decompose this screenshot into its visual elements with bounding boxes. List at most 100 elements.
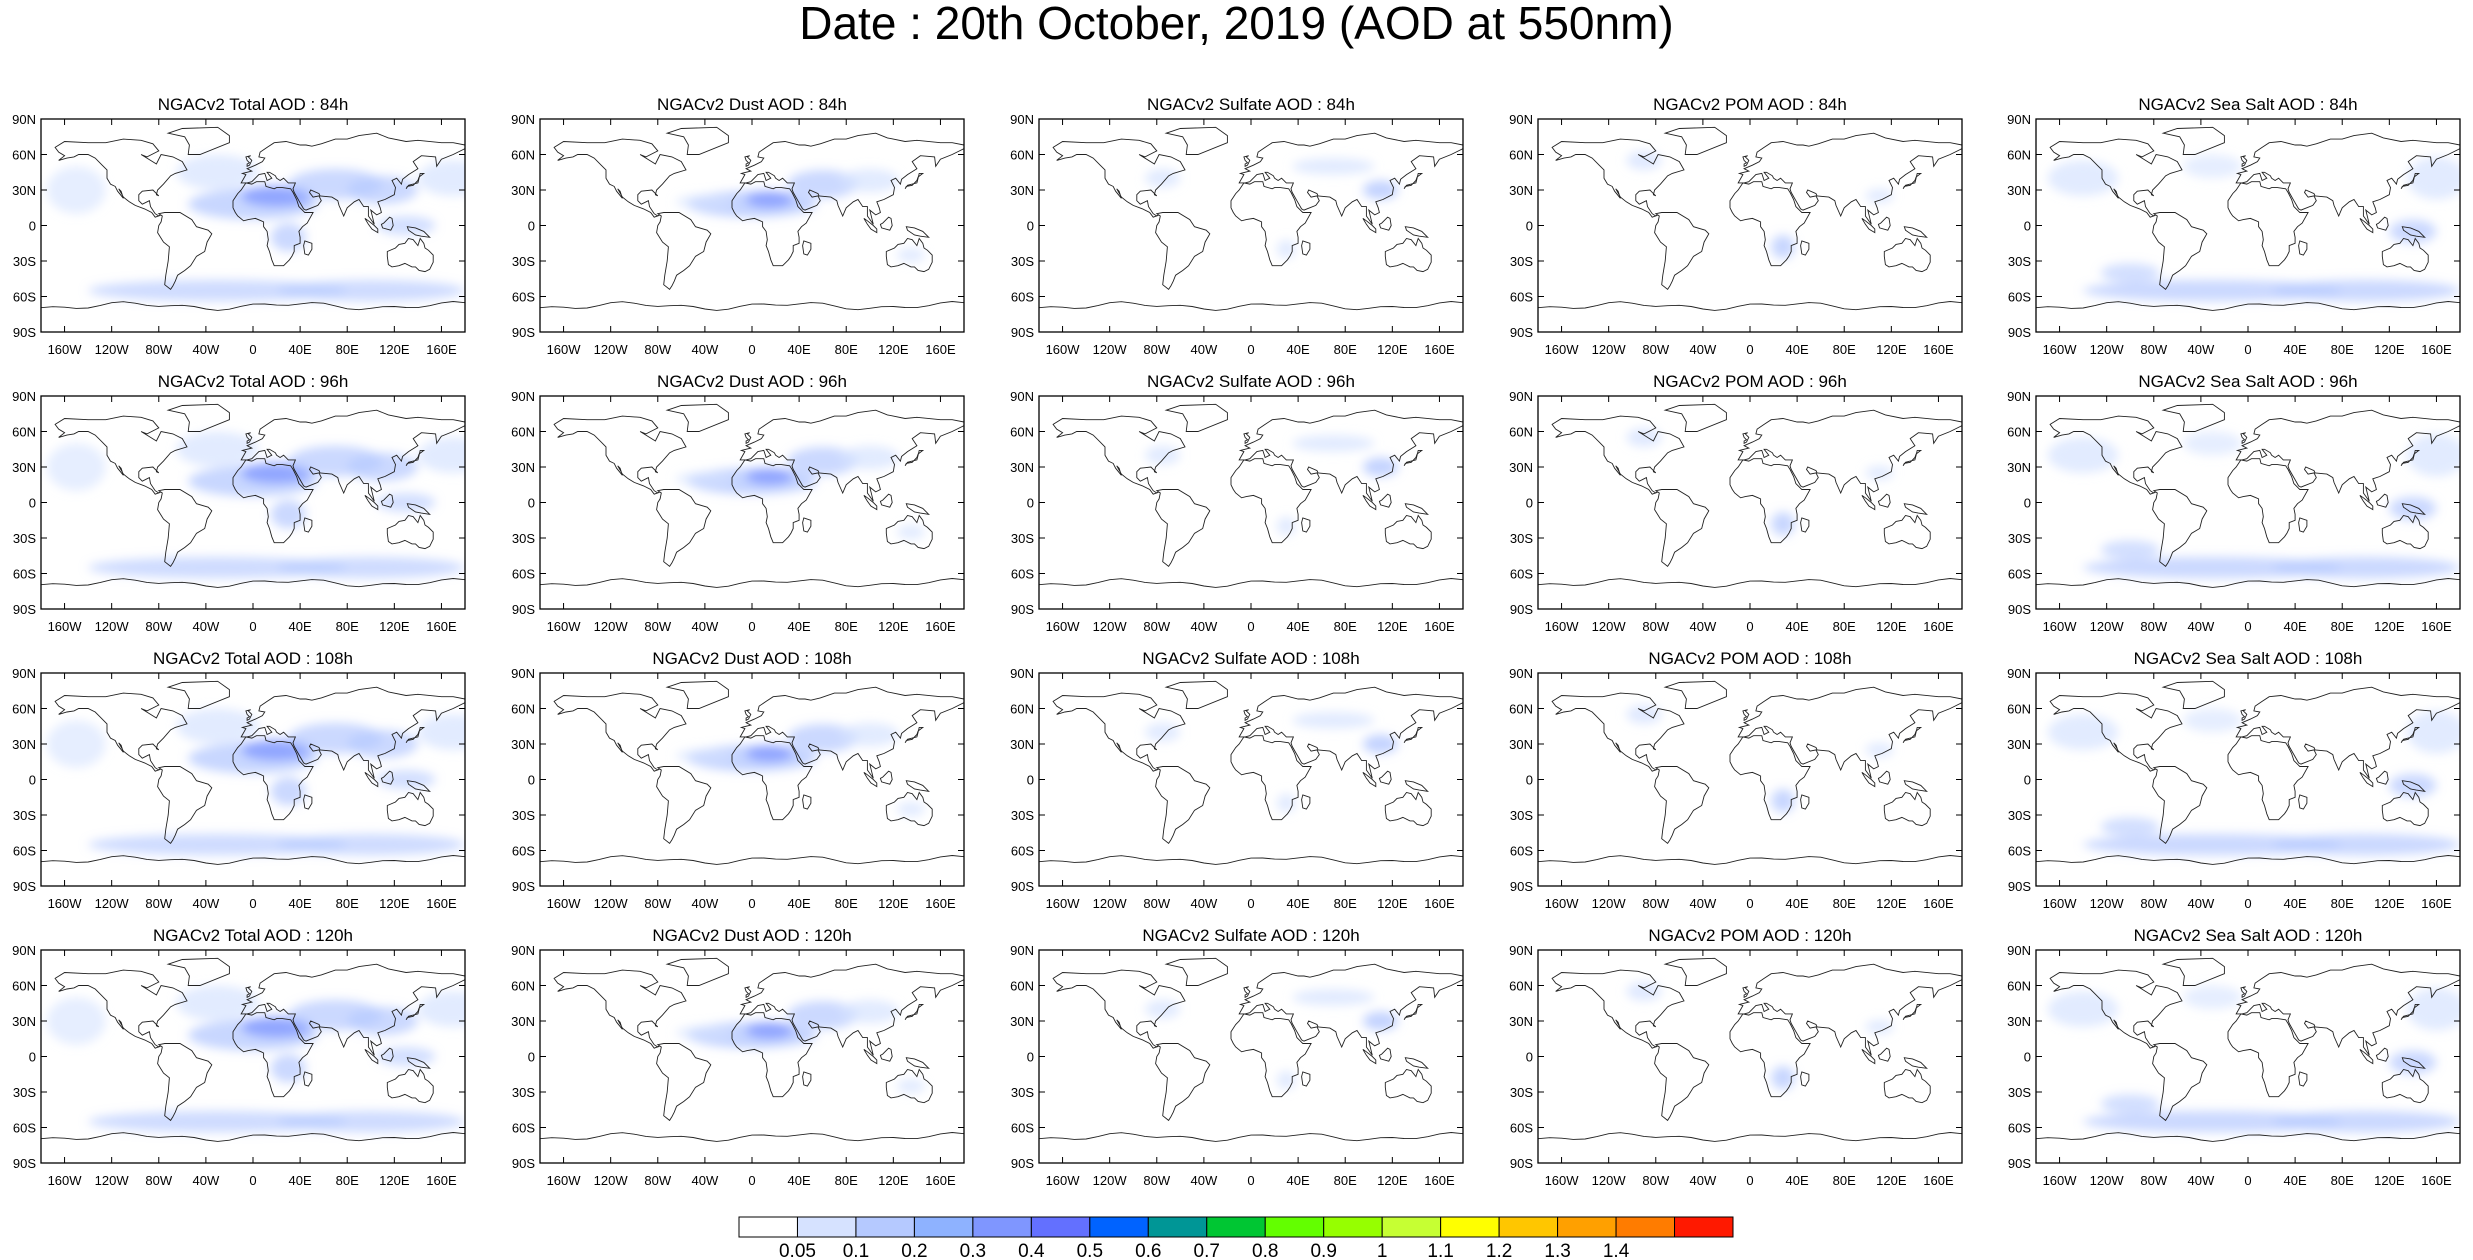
lat-tick-label: 0: [528, 496, 535, 511]
map-background: [1538, 950, 1962, 1163]
lat-tick-label: 0: [2024, 773, 2031, 788]
coastline: [1403, 1003, 1424, 1021]
coastline: [406, 780, 431, 792]
panel-title: NGACv2 POM AOD : 120h: [1648, 926, 1851, 945]
coastline: [1654, 766, 1710, 845]
aod-plume: [896, 801, 926, 817]
map-background: [1538, 673, 1962, 886]
lon-tick-label: 0: [1247, 1173, 1254, 1188]
aod-plume: [276, 556, 465, 579]
aod-plume: [1362, 457, 1399, 477]
aod-plume: [417, 991, 465, 1027]
lon-tick-label: 120W: [2090, 1173, 2125, 1188]
aod-plume: [675, 748, 735, 763]
lon-tick-label: 40W: [1191, 896, 1218, 911]
aod-plume: [2083, 833, 2343, 856]
coastline: [1737, 963, 1962, 1056]
lat-tick-label: 30N: [2007, 460, 2031, 475]
lat-tick-label: 60N: [511, 425, 535, 440]
lon-tick-label: 0: [2244, 342, 2251, 357]
coastline: [157, 489, 213, 568]
lon-tick-label: 160E: [1424, 619, 1455, 634]
coastline: [1551, 138, 1685, 218]
coastline: [2381, 1068, 2429, 1104]
lon-tick-label: 80E: [336, 342, 359, 357]
aod-plume: [2389, 1050, 2437, 1075]
lon-tick-label: 160W: [2043, 619, 2078, 634]
aod-plume: [2183, 431, 2243, 456]
aod-plume: [1626, 150, 1662, 170]
coastline: [2161, 957, 2225, 986]
coastline: [166, 126, 230, 155]
coastline: [1737, 409, 1962, 502]
lon-tick-label: 0: [249, 1173, 256, 1188]
lat-tick-label: 0: [2024, 219, 2031, 234]
lon-tick-label: 160E: [2421, 342, 2452, 357]
lon-tick-label: 40W: [1690, 896, 1717, 911]
lon-tick-label: 0: [1247, 896, 1254, 911]
lat-tick-label: 90N: [2007, 112, 2031, 127]
aod-plume: [1865, 1019, 1894, 1035]
aod-plume: [376, 493, 436, 512]
coastline: [1903, 226, 1928, 238]
lon-tick-label: 120E: [878, 1173, 909, 1188]
lon-tick-label: 40E: [289, 896, 312, 911]
aod-plume: [1771, 234, 1795, 259]
aod-plume: [417, 714, 465, 750]
aod-plume: [1145, 722, 1181, 742]
lon-tick-label: 120E: [1377, 1173, 1408, 1188]
coastline: [879, 1047, 893, 1062]
lon-tick-label: 160E: [925, 342, 956, 357]
lat-tick-label: 60S: [1011, 844, 1034, 859]
lat-tick-label: 90S: [2008, 602, 2031, 617]
aod-field: [1145, 989, 1399, 1090]
lat-tick-label: 0: [29, 496, 36, 511]
map-panel: NGACv2 POM AOD : 108h 90N 60N 30N 0 30S 60S 90S…: [1509, 649, 1963, 911]
coastline: [2152, 766, 2208, 845]
coastline: [1861, 218, 1876, 234]
lat-tick-label: 60S: [512, 567, 535, 582]
map-panel: NGACv2 Dust AOD : 120h 90N 60N 30N 0 30S 60S 90…: [511, 926, 965, 1188]
coastline: [2240, 986, 2248, 999]
aod-plume: [2083, 1110, 2343, 1133]
map-background: [540, 119, 964, 332]
lat-tick-label: 60N: [1010, 979, 1034, 994]
lon-tick-label: 0: [1746, 896, 1753, 911]
lat-tick-label: 60N: [12, 425, 36, 440]
aod-plume: [2389, 219, 2437, 244]
aod-plume: [746, 468, 794, 485]
map-panel: NGACv2 Sea Salt AOD : 120h 90N 60N 30N 0 30S 6…: [2007, 926, 2461, 1188]
panel-title: NGACv2 POM AOD : 96h: [1653, 372, 1847, 391]
lon-tick-label: 80E: [1334, 619, 1357, 634]
coastline: [1861, 772, 1876, 788]
coastline: [863, 1049, 878, 1065]
coastline: [232, 735, 314, 821]
aod-field: [1626, 150, 1894, 259]
lon-tick-label: 40E: [289, 619, 312, 634]
coastline: [904, 449, 925, 467]
lon-tick-label: 80E: [1833, 896, 1856, 911]
coastline: [1404, 226, 1429, 238]
coastline: [157, 766, 213, 845]
coastline: [232, 1012, 314, 1098]
coastline: [1230, 735, 1312, 821]
lat-tick-label: 60S: [2008, 290, 2031, 305]
colorbar-label: 1.4: [1603, 1241, 1630, 1260]
coastline: [2401, 226, 2426, 238]
coastline: [1155, 489, 1211, 568]
coastline: [739, 409, 964, 502]
coastline: [303, 794, 313, 810]
colorbar-label: 0.7: [1194, 1241, 1220, 1260]
lon-tick-label: 40W: [1690, 1173, 1717, 1188]
lon-tick-label: 80E: [1334, 896, 1357, 911]
lat-tick-label: 30S: [1510, 808, 1533, 823]
aod-plume: [2083, 279, 2343, 302]
lon-tick-label: 0: [748, 1173, 755, 1188]
coastline: [1164, 957, 1228, 986]
coastline: [240, 963, 465, 1056]
lon-tick-label: 160W: [547, 1173, 582, 1188]
coastline: [1883, 791, 1931, 827]
lat-tick-label: 60S: [13, 844, 36, 859]
coastline: [386, 1068, 434, 1104]
antarctica-coastline: [2036, 301, 2460, 311]
